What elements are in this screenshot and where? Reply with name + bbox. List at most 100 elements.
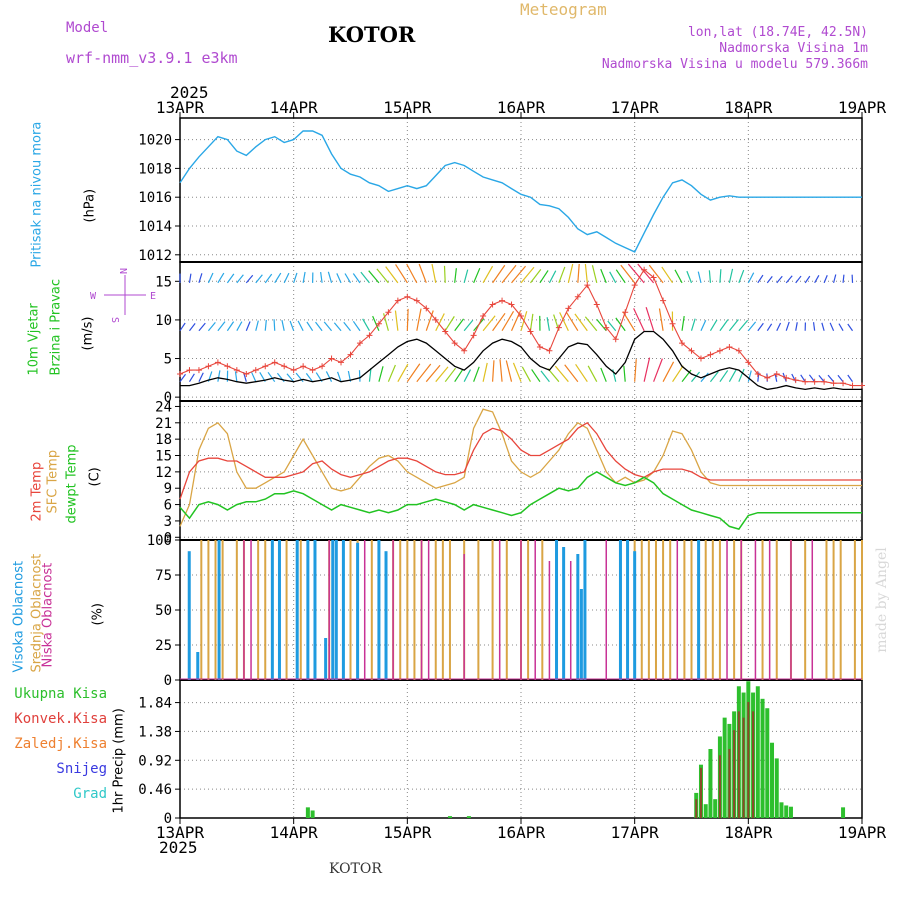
wind-arrow xyxy=(812,322,816,331)
wind-arrow xyxy=(482,315,496,332)
cloud-bar xyxy=(534,540,536,680)
x-tick-label-top: 14APR xyxy=(270,98,319,117)
gust-marker xyxy=(679,340,686,347)
cloud-bar xyxy=(579,589,583,680)
gust-marker xyxy=(584,282,591,289)
cloud-bar xyxy=(718,540,721,680)
wind-arrow xyxy=(719,370,729,383)
wind-arrow xyxy=(587,365,598,382)
y-tick-label: 15 xyxy=(155,449,172,465)
gust-marker xyxy=(707,351,714,358)
wind-arrow xyxy=(416,308,422,331)
cloud-bar xyxy=(299,540,302,680)
cloud-bar xyxy=(804,540,807,680)
2m-temp-line xyxy=(179,421,862,500)
wind-arrow xyxy=(823,275,828,284)
cloud-bar xyxy=(207,540,210,680)
cloud-bar xyxy=(463,554,465,680)
wind-arrow xyxy=(653,358,663,382)
gust-marker xyxy=(631,282,638,289)
cloud-bar xyxy=(548,561,551,680)
gust-marker xyxy=(612,336,619,343)
wind-arrow xyxy=(315,321,323,332)
x-tick-label-bottom: 18APR xyxy=(724,823,773,842)
cloud-bar xyxy=(633,551,637,680)
wind-arrow xyxy=(600,268,607,284)
gust-marker xyxy=(290,367,297,374)
y-tick-label: 0 xyxy=(164,390,172,406)
precip-total-bar xyxy=(466,816,471,818)
wind-arrow xyxy=(320,272,323,283)
cloud-bar xyxy=(832,540,835,680)
gust-marker xyxy=(177,370,183,377)
gust-marker xyxy=(641,266,648,273)
wind-arrow xyxy=(607,320,617,332)
wind-arrow xyxy=(709,319,718,332)
precip-conv-bar xyxy=(747,701,750,818)
cloud-bar xyxy=(505,540,508,680)
wind-arrow xyxy=(766,275,773,284)
wind-arrow xyxy=(376,268,389,284)
cloud-bar xyxy=(427,540,430,680)
gust-marker xyxy=(574,293,581,300)
gust-marker xyxy=(309,367,316,374)
gust-marker xyxy=(688,347,695,354)
cloud-bar xyxy=(527,540,530,680)
cloud-bar xyxy=(740,540,742,680)
y-tick-label: 10 xyxy=(155,313,172,329)
cloud-bar xyxy=(726,540,728,680)
wind-arrow xyxy=(473,366,480,382)
wind-arrow xyxy=(691,371,701,383)
gust-marker xyxy=(224,363,231,370)
gust-marker xyxy=(536,343,543,350)
wind-arrow xyxy=(511,265,527,284)
gust-marker xyxy=(802,378,809,385)
y-tick-label: 0 xyxy=(164,673,172,689)
precip-conv-bar xyxy=(737,711,740,818)
wind-arrow xyxy=(672,365,684,383)
cloud-bar xyxy=(825,540,828,680)
cloud-bar xyxy=(555,540,559,680)
coords-text: lon,lat (18.74E, 42.5N) xyxy=(687,25,868,40)
y-tick-label: 21 xyxy=(155,416,172,432)
cloud-bar xyxy=(349,540,352,680)
cloud-bar xyxy=(341,540,345,680)
wind-arrow xyxy=(600,367,607,382)
wind-arrow xyxy=(728,268,734,283)
wind-arrow xyxy=(491,360,495,382)
cloud-bar xyxy=(295,540,299,680)
wind-arrow xyxy=(818,374,825,383)
precip-total-bar xyxy=(774,758,779,818)
y-tick-label: 12 xyxy=(155,465,172,481)
gust-marker xyxy=(356,340,363,347)
cloud-bar xyxy=(697,540,701,680)
cloud-bar xyxy=(690,540,693,680)
wind-arrow xyxy=(352,273,361,284)
wind-arrow xyxy=(728,319,739,332)
wind-arrow xyxy=(548,270,557,284)
gust-marker xyxy=(281,363,288,370)
gust-marker xyxy=(243,370,250,377)
y-tick-label: 1020 xyxy=(138,133,172,149)
wind-arrow xyxy=(662,361,675,382)
x-tick-label-bottom: 16APR xyxy=(497,823,546,842)
wind-arrow xyxy=(207,272,214,284)
y-tick-label: 0.46 xyxy=(138,782,172,798)
gust-marker xyxy=(186,367,193,374)
gust-marker xyxy=(830,380,837,387)
wind-arrow xyxy=(226,273,235,284)
wind-arrow xyxy=(567,263,574,283)
cloud-bar xyxy=(313,540,317,680)
wind-arrow xyxy=(325,371,333,382)
wind-arrow xyxy=(700,372,709,383)
gust-marker xyxy=(821,378,828,385)
precip-total-bar xyxy=(305,807,310,818)
cloud-bar xyxy=(853,540,856,680)
wind-arrow xyxy=(236,274,244,284)
gust-marker xyxy=(319,363,326,370)
wind-arrow xyxy=(838,323,844,332)
gust-marker xyxy=(660,297,667,304)
wind-arrow xyxy=(267,371,276,383)
wind-arrow xyxy=(302,271,306,283)
cloud-bar xyxy=(618,540,622,680)
